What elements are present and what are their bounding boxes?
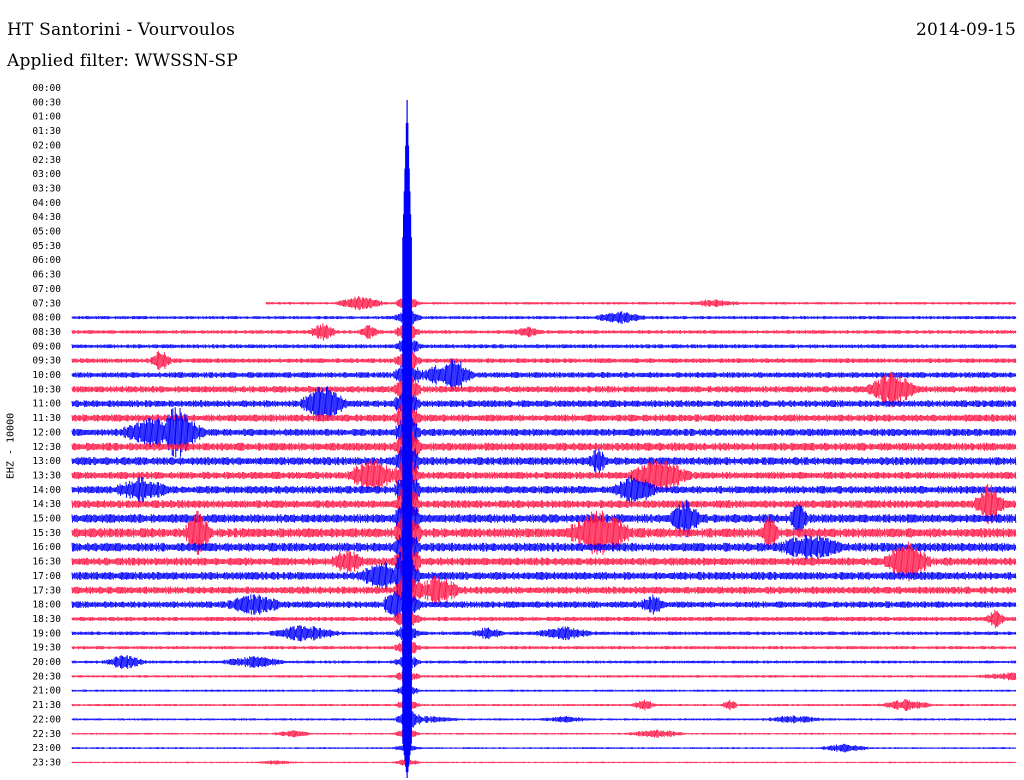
time-tick-label: 03:30: [32, 183, 61, 194]
time-tick-label: 17:30: [32, 585, 61, 596]
trace-row-1530: [71, 508, 1017, 557]
time-tick-label: 08:00: [32, 313, 61, 324]
trace-row-0900: [71, 335, 1017, 357]
time-tick-label: 11:30: [32, 413, 61, 424]
trace-row-2330: [71, 758, 1017, 767]
time-tick-label: 07:00: [32, 284, 61, 295]
time-tick-label: 19:00: [32, 628, 61, 639]
time-tick-label: 16:30: [32, 557, 61, 568]
trace-row-1100: [71, 384, 1017, 423]
trace-row-1730: [71, 571, 1017, 609]
trace-row-1700: [71, 551, 1017, 601]
trace-row-1800: [71, 588, 1017, 621]
trace-row-1300: [71, 439, 1017, 483]
trace-row-0730: [265, 296, 1017, 311]
time-tick-label: 12:30: [32, 442, 61, 453]
time-tick-label: 22:00: [32, 714, 61, 725]
time-tick-label: 20:30: [32, 671, 61, 682]
time-tick-label: 05:00: [32, 227, 61, 238]
time-tick-label: 15:30: [32, 528, 61, 539]
time-tick-label: 13:30: [32, 470, 61, 481]
time-tick-label: 04:30: [32, 212, 61, 223]
trace-row-1930: [71, 639, 1017, 656]
time-tick-label: 02:00: [32, 140, 61, 151]
trace-row-0930: [71, 347, 1017, 375]
time-tick-label: 21:00: [32, 686, 61, 697]
time-tick-label: 11:00: [32, 399, 61, 410]
time-tick-label: 02:30: [32, 155, 61, 166]
time-tick-label: 08:30: [32, 327, 61, 338]
time-tick-label: 14:00: [32, 485, 61, 496]
time-tick-label: 17:00: [32, 571, 61, 582]
trace-row-1230: [71, 427, 1017, 467]
trace-row-1630: [71, 540, 1017, 583]
trace-row-1330: [71, 457, 1017, 494]
time-tick-label: 19:30: [32, 643, 61, 654]
time-tick-label: 01:00: [32, 112, 61, 123]
time-tick-label: 09:30: [32, 356, 61, 367]
trace-row-1830: [71, 607, 1017, 631]
time-tick-label: 18:00: [32, 600, 61, 611]
time-tick-label: 13:00: [32, 456, 61, 467]
trace-row-2100: [71, 684, 1017, 697]
time-tick-label: 10:00: [32, 370, 61, 381]
filter-label: Applied filter: WWSSN-SP: [7, 51, 239, 71]
time-tick-label: 21:30: [32, 700, 61, 711]
trace-row-1030: [71, 371, 1017, 408]
trace-row-2200: [71, 709, 1017, 730]
time-tick-label: 12:00: [32, 427, 61, 438]
time-tick-label: 23:00: [32, 743, 61, 754]
date-label: 2014-09-15: [915, 20, 1016, 40]
station-title: HT Santorini - Vourvoulos: [7, 20, 236, 40]
trace-row-2230: [71, 728, 1017, 739]
trace-row-2030: [71, 669, 1017, 684]
trace-row-2000: [71, 655, 1017, 669]
time-tick-label: 09:00: [32, 341, 61, 352]
time-tick-label: 10:30: [32, 384, 61, 395]
time-tick-label: 04:00: [32, 198, 61, 209]
trace-row-1400: [71, 472, 1017, 508]
time-tick-label: 01:30: [32, 126, 61, 137]
time-tick-label: 00:00: [32, 83, 61, 94]
trace-row-2130: [71, 699, 1017, 712]
trace-row-2300: [71, 743, 1017, 754]
trace-row-1000: [71, 357, 1017, 393]
time-tick-label: 16:00: [32, 542, 61, 553]
trace-row-1900: [71, 623, 1017, 644]
time-tick-label: 05:30: [32, 241, 61, 252]
trace-row-1430: [71, 481, 1017, 527]
time-tick-label: 00:30: [32, 97, 61, 108]
time-tick-label: 03:00: [32, 169, 61, 180]
time-tick-label: 06:00: [32, 255, 61, 266]
time-tick-label: 22:30: [32, 729, 61, 740]
time-tick-label: 07:30: [32, 298, 61, 309]
time-tick-label: 15:00: [32, 514, 61, 525]
time-tick-label: 18:30: [32, 614, 61, 625]
earthquake-spike: [402, 100, 412, 778]
time-tick-label: 23:30: [32, 757, 61, 768]
trace-row-0800: [71, 308, 1017, 327]
time-tick-label: 06:30: [32, 270, 61, 281]
trace-row-0830: [71, 321, 1017, 343]
time-tick-label: 14:30: [32, 499, 61, 510]
trace-row-1200: [71, 407, 1017, 458]
time-tick-label: 20:00: [32, 657, 61, 668]
